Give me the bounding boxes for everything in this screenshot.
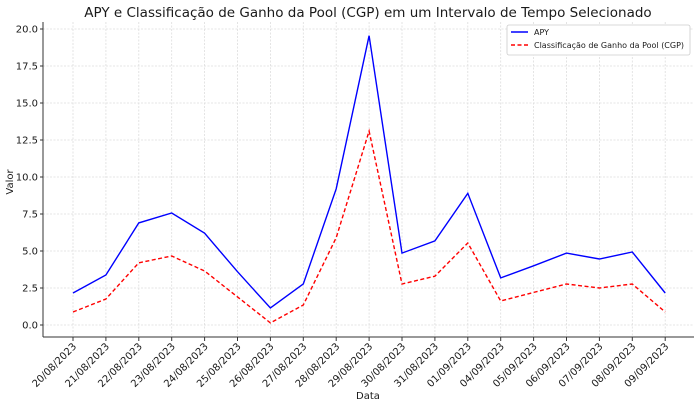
apy-line — [72, 35, 666, 309]
y-tick-label: 10.0 — [16, 173, 38, 184]
y-tick-label: 0.0 — [22, 321, 38, 332]
x-axis-label: Data — [356, 391, 380, 402]
cgp-line — [72, 128, 666, 324]
y-tick-label: 20.0 — [16, 25, 38, 36]
legend: APY Classificação de Ganho da Pool (CGP) — [506, 24, 691, 56]
y-tick-label: 7.5 — [22, 210, 38, 221]
chart-title: APY e Classificação de Ganho da Pool (CG… — [84, 5, 651, 21]
grid-lines — [43, 22, 694, 337]
y-tick-label: 5.0 — [22, 247, 38, 258]
legend-cgp-label: Classificação de Ganho da Pool (CGP) — [534, 41, 684, 50]
y-tick-label: 17.5 — [16, 62, 38, 73]
series-lines — [72, 35, 666, 324]
y-tick-label: 15.0 — [16, 99, 38, 110]
y-axis-label: Valor — [5, 169, 16, 195]
x-axis-ticks: 20/08/202321/08/202322/08/202323/08/2023… — [31, 337, 671, 390]
y-tick-label: 12.5 — [16, 136, 38, 147]
y-tick-label: 2.5 — [22, 284, 38, 295]
y-axis-ticks: 0.0 2.5 5.0 7.5 10.0 12.5 15.0 17.5 20.0 — [16, 25, 43, 332]
legend-apy-label: APY — [534, 28, 549, 37]
